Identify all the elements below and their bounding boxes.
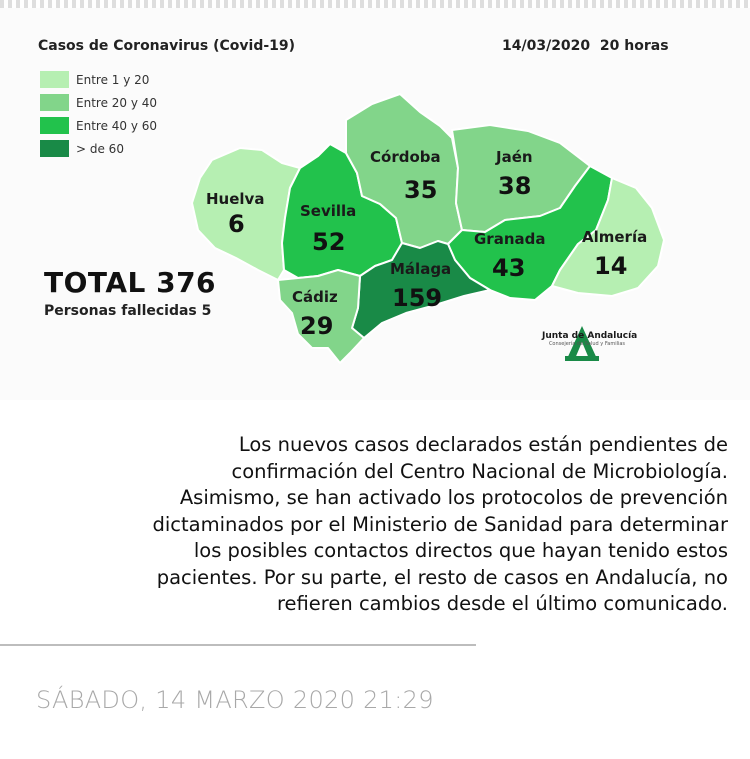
- map-date-value: 14/03/2020: [502, 38, 591, 54]
- junta-name: Junta de Andalucía: [542, 331, 638, 341]
- province-count-jaen: 38: [498, 172, 531, 200]
- map-date: 14/03/2020 20 horas: [502, 38, 669, 54]
- province-name-cordoba: Córdoba: [370, 148, 441, 166]
- post-timestamp: SÁBADO, 14 MARZO 2020 21:29: [36, 686, 434, 714]
- province-cadiz-shape: [277, 269, 365, 364]
- province-name-jaen: Jaén: [495, 148, 533, 166]
- article-paragraph: Los nuevos casos declarados están pendie…: [36, 432, 728, 618]
- province-name-almeria: Almería: [582, 228, 647, 246]
- legend-item: Entre 1 y 20: [40, 68, 157, 91]
- junta-logo-icon: [565, 326, 599, 361]
- legend-label: Entre 20 y 40: [76, 95, 158, 110]
- article-line: Asimismo, se han activado los protocolos…: [179, 486, 728, 509]
- province-name-granada: Granada: [474, 230, 546, 248]
- top-dashed-border: [0, 0, 750, 8]
- total-cases: TOTAL 376: [44, 266, 217, 299]
- province-name-malaga: Málaga: [390, 260, 451, 278]
- map-legend: Entre 1 y 20 Entre 20 y 40 Entre 40 y 60…: [40, 68, 157, 160]
- province-count-huelva: 6: [228, 210, 245, 238]
- province-count-cadiz: 29: [300, 312, 333, 340]
- article-line: Los nuevos casos declarados están pendie…: [238, 433, 728, 456]
- legend-label: > de 60: [76, 141, 124, 156]
- province-name-cadiz: Cádiz: [292, 288, 338, 306]
- province-count-granada: 43: [492, 254, 525, 282]
- section-divider: [0, 644, 476, 646]
- map-time-value: 20 horas: [599, 38, 669, 54]
- deaths-count: Personas fallecidas 5: [44, 303, 212, 319]
- legend-swatch: [40, 140, 69, 157]
- legend-item: Entre 40 y 60: [40, 114, 157, 137]
- legend-item: Entre 20 y 40: [40, 91, 157, 114]
- province-count-sevilla: 52: [312, 228, 345, 256]
- province-count-cordoba: 35: [404, 176, 437, 204]
- article-line: los posibles contactos directos que haya…: [193, 539, 728, 562]
- legend-swatch: [40, 71, 69, 88]
- legend-item: > de 60: [40, 137, 157, 160]
- map-title: Casos de Coronavirus (Covid-19): [38, 38, 296, 54]
- covid-map-image: Huelva 6 Sevilla 52 Córdoba 35 Jaén 38 G…: [0, 8, 750, 400]
- article-line: dictaminados por el Ministerio de Sanida…: [152, 512, 728, 536]
- legend-swatch: [40, 94, 69, 111]
- province-name-huelva: Huelva: [206, 190, 264, 208]
- legend-label: Entre 40 y 60: [76, 118, 158, 133]
- junta-logo-text: Junta de Andalucía Consejería de Salud y…: [542, 331, 638, 347]
- legend-swatch: [40, 117, 69, 134]
- article-line: pacientes. Por su parte, el resto de cas…: [156, 565, 728, 589]
- province-count-malaga: 159: [392, 284, 442, 312]
- junta-subtitle: Consejería de Salud y Familias: [548, 341, 626, 347]
- andalucia-map: Huelva 6 Sevilla 52 Córdoba 35 Jaén 38 G…: [191, 93, 665, 364]
- province-count-almeria: 14: [594, 252, 627, 280]
- article-line: refieren cambios desde el último comunic…: [276, 592, 728, 615]
- legend-label: Entre 1 y 20: [76, 72, 150, 87]
- province-almeria-shape: [551, 177, 665, 297]
- province-name-sevilla: Sevilla: [300, 202, 356, 220]
- article-line: confirmación del Centro Nacional de Micr…: [231, 459, 728, 483]
